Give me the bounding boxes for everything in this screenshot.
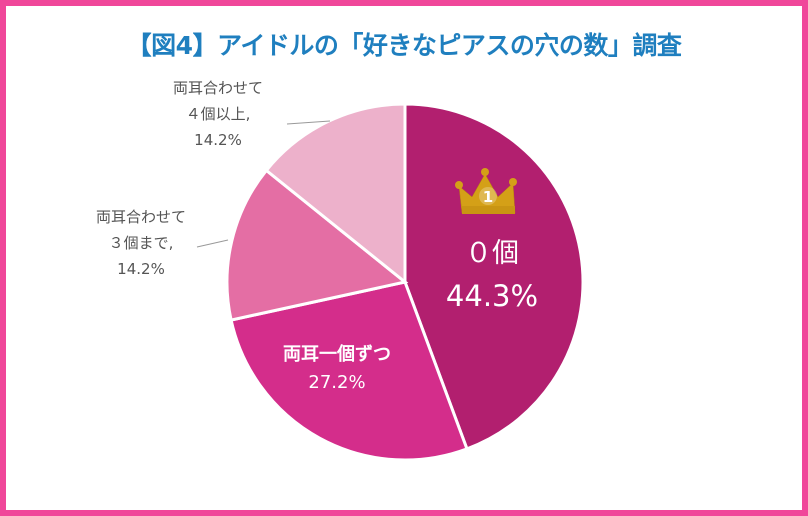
crown-icon: 1 — [455, 168, 517, 214]
crown-rank-number: 1 — [483, 188, 493, 206]
slice-value-one-each: 27.2% — [308, 372, 365, 393]
slice-label-three: ３個まで, — [109, 234, 174, 252]
slice-value-zero: 44.3% — [446, 279, 538, 313]
slice-label-three: 両耳合わせて — [96, 208, 186, 226]
pie-slice-three — [225, 168, 409, 322]
leader-line-four — [286, 120, 331, 125]
slice-labels: ０個 44.3% 両耳一個ずつ 27.2% 両耳合わせて ３個まで, 14.2% 両耳合わせて… — [96, 79, 538, 393]
chart-title: 【図4】アイドルの「好きなピアスの穴の数」調査 — [126, 31, 682, 60]
pie-slices — [225, 102, 585, 462]
slice-label-one-each: 両耳一個ずつ — [283, 344, 391, 365]
pie-slice-one-each — [229, 280, 469, 462]
slice-value-three: 14.2% — [117, 260, 165, 278]
leader-lines — [196, 120, 331, 248]
slice-label-four: 両耳合わせて — [173, 79, 263, 97]
slice-label-four: ４個以上, — [186, 105, 251, 123]
pie-slice-zero — [403, 102, 585, 451]
leader-line-three — [196, 239, 229, 248]
slice-value-four: 14.2% — [194, 131, 242, 149]
slice-label-zero: ０個 — [465, 238, 519, 269]
